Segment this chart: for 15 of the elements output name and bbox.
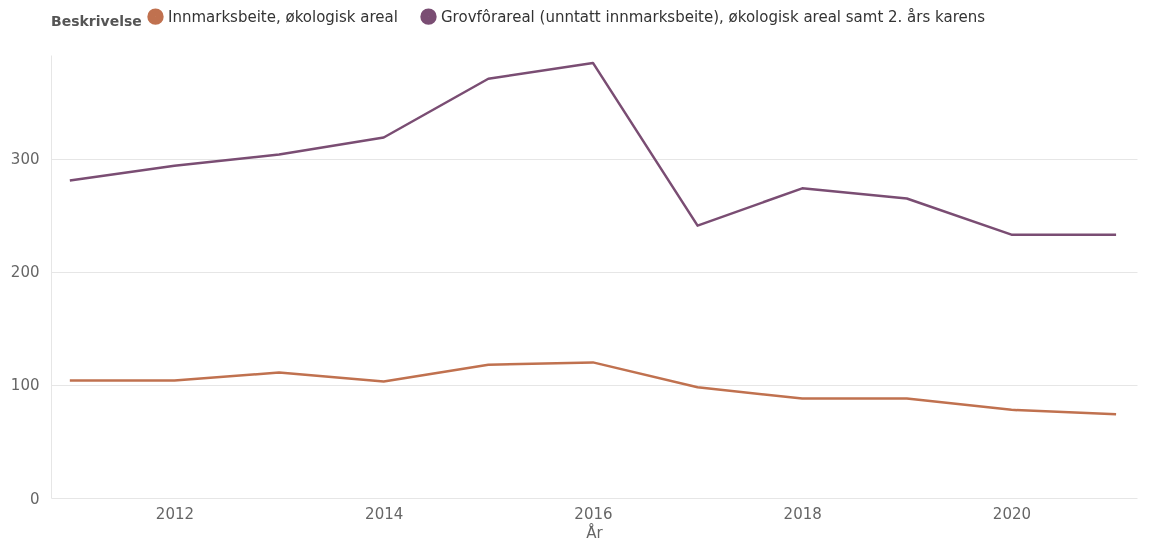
x-tick-label: 2014 (365, 504, 404, 523)
x-tick-label: 2016 (574, 504, 613, 523)
y-tick-label: 200 (10, 263, 40, 282)
legend-label: Grovfôrareal (unntatt innmarksbeite), økologisk areal samt 2. års karens (441, 7, 986, 26)
y-tick-label: 100 (10, 376, 40, 395)
line-series (68, 361, 1118, 416)
x-tick-label: 2018 (783, 504, 822, 523)
x-tick-label: 2012 (155, 504, 195, 523)
y-tick-label: 300 (10, 150, 40, 169)
line-series (68, 61, 1118, 236)
legend-label: Innmarksbeite, økologisk areal (168, 7, 398, 26)
x-axis-title: År (586, 522, 604, 542)
legend-title: Beskrivelse (51, 13, 142, 29)
x-tick-label: 2020 (992, 504, 1032, 523)
y-tick-label: 0 (29, 489, 40, 508)
